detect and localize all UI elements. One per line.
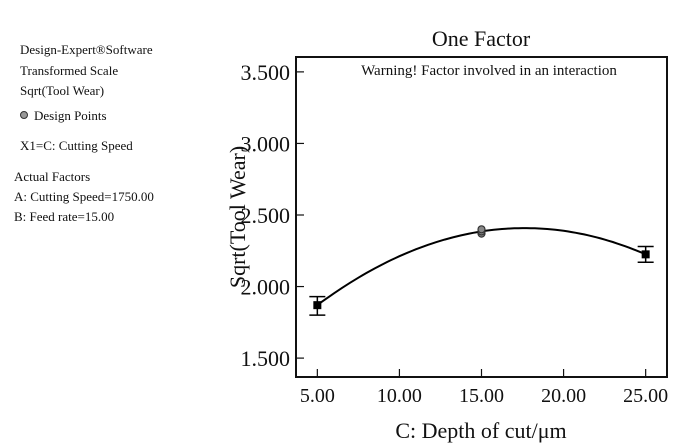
y-axis-label: Sqrt(Tool Wear) bbox=[225, 146, 250, 288]
mean-point bbox=[641, 250, 650, 259]
x-axis-label: C: Depth of cut/μm bbox=[395, 418, 566, 443]
plot-area bbox=[295, 56, 668, 378]
y-tick-label: 2.000 bbox=[241, 275, 291, 300]
factor-a: A: Cutting Speed=1750.00 bbox=[14, 189, 154, 204]
y-tick-label: 1.500 bbox=[241, 346, 291, 371]
y-tick-label: 3.000 bbox=[241, 131, 291, 156]
x-tick-label: 10.00 bbox=[377, 385, 422, 407]
design-point bbox=[477, 225, 486, 234]
x-tick-label: 15.00 bbox=[459, 385, 504, 407]
x-tick-label: 5.00 bbox=[300, 385, 335, 407]
response-label: Sqrt(Tool Wear) bbox=[20, 83, 105, 98]
legend-design-points: Design Points bbox=[20, 108, 107, 124]
actual-factors-header: Actual Factors bbox=[14, 169, 91, 184]
fitted-curve bbox=[316, 227, 647, 306]
x-tick-label: 20.00 bbox=[541, 385, 586, 407]
scale-label: Transformed Scale bbox=[20, 63, 119, 78]
mean-point bbox=[313, 301, 322, 310]
warning-annotation: Warning! Factor involved in an interacti… bbox=[361, 63, 617, 79]
y-tick-label: 3.500 bbox=[241, 60, 291, 85]
factor-b: B: Feed rate=15.00 bbox=[14, 209, 115, 224]
y-tick-label: 2.500 bbox=[241, 203, 291, 228]
software-label: Design-Expert®Software bbox=[20, 42, 153, 57]
x1-label: X1=C: Cutting Speed bbox=[20, 138, 133, 153]
legend-label: Design Points bbox=[34, 108, 107, 123]
chart-title: One Factor bbox=[432, 26, 531, 51]
x-tick-label: 25.00 bbox=[623, 385, 668, 407]
design-point-icon bbox=[20, 111, 28, 119]
